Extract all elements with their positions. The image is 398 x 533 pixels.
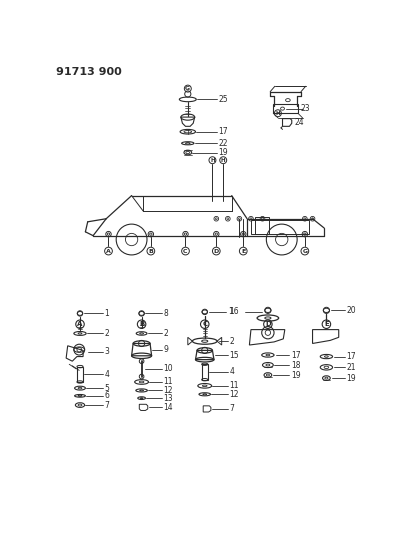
Text: 18: 18 xyxy=(291,360,300,369)
Text: 17: 17 xyxy=(291,351,300,360)
Text: 6: 6 xyxy=(105,391,109,400)
Text: 4: 4 xyxy=(105,370,109,379)
Text: 16: 16 xyxy=(229,308,239,317)
Text: 25: 25 xyxy=(219,95,228,104)
Bar xyxy=(77,367,83,382)
Text: B: B xyxy=(139,321,144,327)
Text: A: A xyxy=(106,248,111,254)
Text: 17: 17 xyxy=(219,127,228,136)
Text: 13: 13 xyxy=(163,394,173,402)
Text: 1: 1 xyxy=(228,308,232,317)
Text: H: H xyxy=(275,111,280,116)
Text: D: D xyxy=(265,321,271,327)
Text: B: B xyxy=(148,248,153,254)
Text: A: A xyxy=(77,321,83,327)
Text: E: E xyxy=(241,248,246,254)
Bar xyxy=(255,217,269,234)
Text: 14: 14 xyxy=(163,403,173,412)
Text: 11: 11 xyxy=(163,377,173,386)
Text: 23: 23 xyxy=(301,104,310,113)
Text: 15: 15 xyxy=(229,351,239,360)
Text: 10: 10 xyxy=(163,365,173,374)
Text: 1: 1 xyxy=(105,309,109,318)
Text: 5: 5 xyxy=(105,384,109,393)
Text: 19: 19 xyxy=(219,148,228,157)
Text: D: D xyxy=(214,248,219,254)
Text: 3: 3 xyxy=(105,348,109,357)
Text: H: H xyxy=(221,158,226,163)
Text: G: G xyxy=(302,248,307,254)
Text: 19: 19 xyxy=(346,374,356,383)
Text: 91713 900: 91713 900 xyxy=(56,68,122,77)
Text: E: E xyxy=(324,321,329,327)
Text: H: H xyxy=(210,158,215,163)
Text: 11: 11 xyxy=(229,381,239,390)
Bar xyxy=(273,104,298,113)
Text: 4: 4 xyxy=(229,367,234,376)
Bar xyxy=(202,364,208,379)
Text: 2: 2 xyxy=(105,329,109,338)
Text: C: C xyxy=(202,321,207,327)
Text: 12: 12 xyxy=(163,386,173,395)
Text: 20: 20 xyxy=(346,306,356,315)
Text: 22: 22 xyxy=(219,139,228,148)
Text: 2: 2 xyxy=(163,329,168,338)
Text: 7: 7 xyxy=(105,401,109,409)
Text: G: G xyxy=(185,86,190,91)
Text: 19: 19 xyxy=(291,370,300,379)
Text: 17: 17 xyxy=(346,352,356,361)
Bar xyxy=(251,220,309,234)
Text: 9: 9 xyxy=(163,345,168,354)
Text: 21: 21 xyxy=(346,363,356,372)
Text: 8: 8 xyxy=(163,309,168,318)
Text: 24: 24 xyxy=(295,118,304,127)
Text: C: C xyxy=(183,248,188,254)
Text: 2: 2 xyxy=(229,337,234,346)
Text: 12: 12 xyxy=(229,390,239,399)
Text: 7: 7 xyxy=(229,405,234,414)
